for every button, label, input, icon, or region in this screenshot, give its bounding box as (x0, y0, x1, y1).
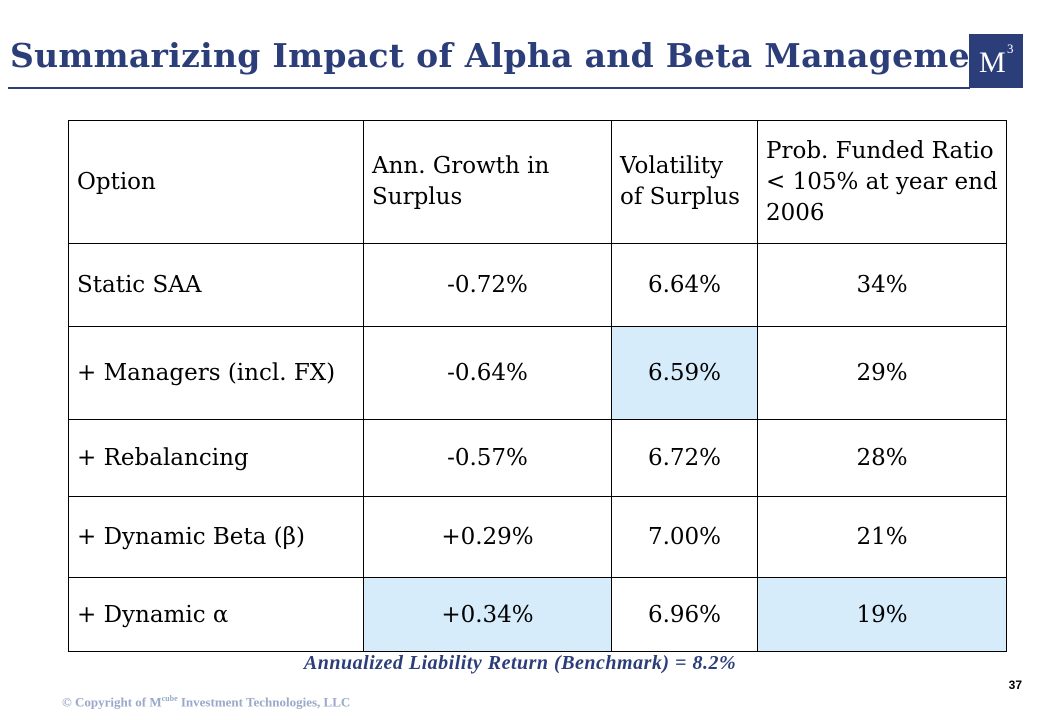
prob-cell: 29% (757, 326, 1007, 420)
growth-cell-highlighted: +0.34% (363, 577, 612, 652)
copyright-prefix: © Copyright of M (62, 694, 162, 710)
volatility-cell: 6.72% (611, 419, 758, 497)
option-cell: + Rebalancing (68, 419, 364, 497)
prob-cell: 34% (757, 243, 1007, 327)
slide-title: Summarizing Impact of Alpha and Beta Man… (10, 36, 1010, 75)
growth-cell: -0.57% (363, 419, 612, 497)
title-divider (8, 87, 970, 89)
header-option: Option (68, 120, 364, 244)
page-number: 37 (1008, 678, 1022, 692)
volatility-cell: 6.64% (611, 243, 758, 327)
logo-superscript: 3 (1007, 41, 1014, 56)
table-row: + Dynamic Beta (β) +0.29% 7.00% 21% (68, 496, 1007, 578)
option-cell: Static SAA (68, 243, 364, 327)
prob-cell-highlighted: 19% (757, 577, 1007, 652)
table-row: + Dynamic α +0.34% 6.96% 19% (68, 577, 1007, 652)
header-volatility: Volatility of Surplus (611, 120, 758, 244)
comparison-table: Option Ann. Growth in Surplus Volatility… (68, 120, 1007, 652)
option-cell: + Dynamic α (68, 577, 364, 652)
table-header-row: Option Ann. Growth in Surplus Volatility… (68, 120, 1007, 244)
copyright-superscript: cube (161, 694, 178, 703)
table-row: + Managers (incl. FX) -0.64% 6.59% 29% (68, 326, 1007, 420)
growth-cell: -0.72% (363, 243, 612, 327)
header-growth: Ann. Growth in Surplus (363, 120, 612, 244)
volatility-cell-highlighted: 6.59% (611, 326, 758, 420)
prob-cell: 28% (757, 419, 1007, 497)
copyright-suffix: Investment Technologies, LLC (177, 694, 351, 710)
volatility-cell: 7.00% (611, 496, 758, 578)
m3-logo: M 3 (969, 34, 1023, 88)
prob-cell: 21% (757, 496, 1007, 578)
table-row: + Rebalancing -0.57% 6.72% 28% (68, 419, 1007, 497)
option-cell: + Managers (incl. FX) (68, 326, 364, 420)
volatility-cell: 6.96% (611, 577, 758, 652)
table-row: Static SAA -0.72% 6.64% 34% (68, 243, 1007, 327)
growth-cell: -0.64% (363, 326, 612, 420)
benchmark-footnote: Annualized Liability Return (Benchmark) … (303, 652, 737, 674)
option-cell: + Dynamic Beta (β) (68, 496, 364, 578)
growth-cell: +0.29% (363, 496, 612, 578)
copyright-notice: © Copyright of Mcube Investment Technolo… (62, 694, 350, 710)
header-prob: Prob. Funded Ratio < 105% at year end 20… (757, 120, 1007, 244)
logo-letter: M (979, 46, 1006, 79)
